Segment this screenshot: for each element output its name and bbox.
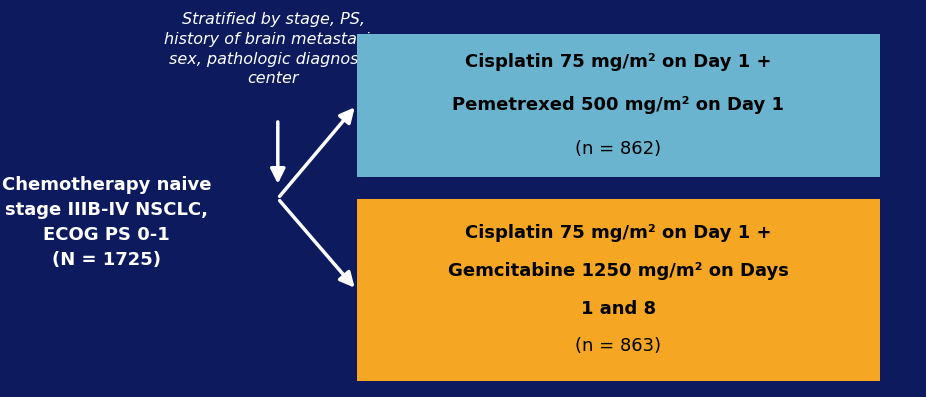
FancyBboxPatch shape — [357, 198, 880, 381]
Text: Stratified by stage, PS,
history of brain metastasis,
sex, pathologic diagnosis,: Stratified by stage, PS, history of brai… — [164, 12, 382, 86]
Text: Cisplatin 75 mg/m² on Day 1 +: Cisplatin 75 mg/m² on Day 1 + — [465, 52, 771, 71]
Text: (n = 863): (n = 863) — [575, 337, 661, 355]
FancyBboxPatch shape — [357, 34, 880, 177]
Text: Cisplatin 75 mg/m² on Day 1 +: Cisplatin 75 mg/m² on Day 1 + — [465, 224, 771, 242]
Text: (n = 862): (n = 862) — [575, 140, 661, 158]
Text: Pemetrexed 500 mg/m² on Day 1: Pemetrexed 500 mg/m² on Day 1 — [452, 96, 784, 114]
Text: 1 and 8: 1 and 8 — [581, 300, 656, 318]
Text: Chemotherapy naive
stage IIIB-IV NSCLC,
ECOG PS 0-1
(N = 1725): Chemotherapy naive stage IIIB-IV NSCLC, … — [2, 176, 211, 269]
Text: Gemcitabine 1250 mg/m² on Days: Gemcitabine 1250 mg/m² on Days — [447, 262, 789, 280]
